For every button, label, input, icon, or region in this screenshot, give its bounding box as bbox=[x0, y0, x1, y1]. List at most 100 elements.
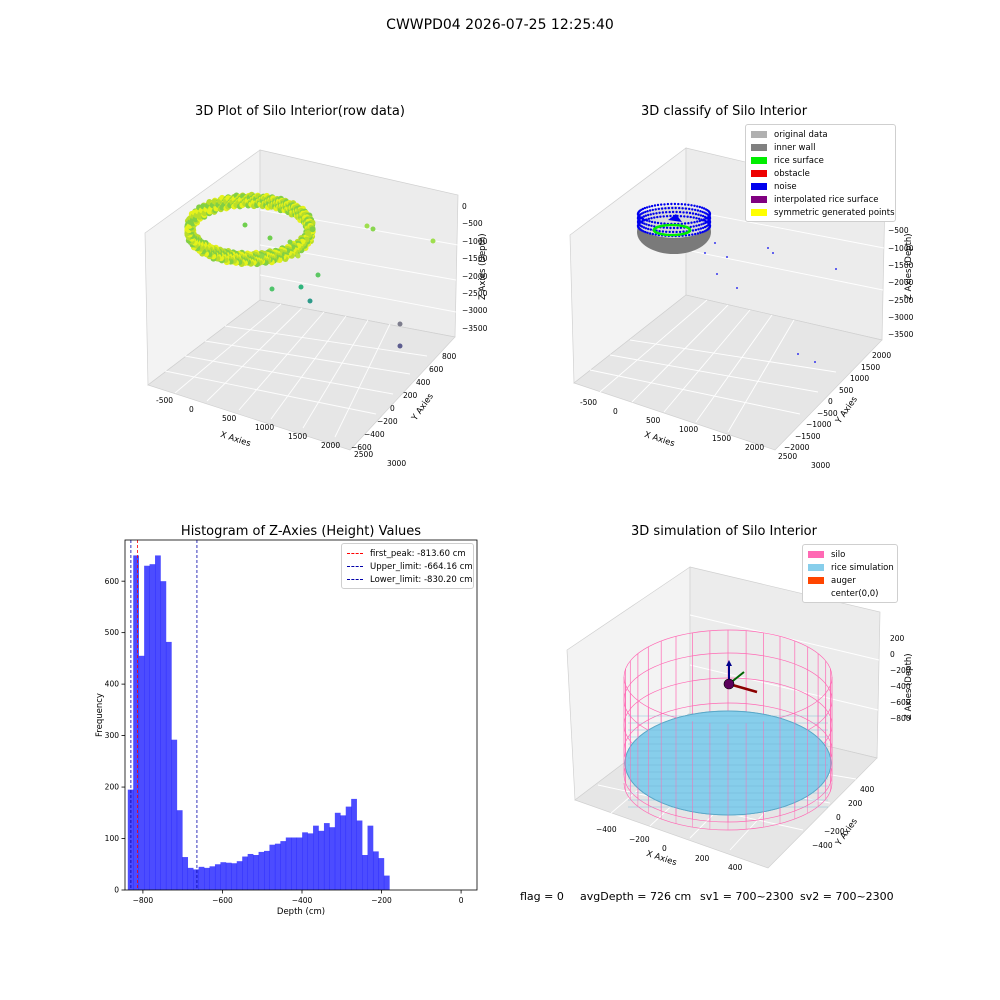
histogram-bar bbox=[280, 841, 287, 890]
noise-point bbox=[687, 222, 690, 225]
raw-point bbox=[257, 201, 264, 208]
legend-line-swatch bbox=[347, 566, 363, 567]
raw-point bbox=[185, 230, 192, 237]
raw-point bbox=[307, 238, 314, 245]
raw-point bbox=[297, 245, 304, 252]
noise-point bbox=[671, 230, 675, 234]
raw-point bbox=[263, 196, 269, 203]
z-axis-label: Z Axies (Depth) bbox=[478, 233, 488, 300]
histogram-bar bbox=[356, 820, 363, 890]
noise-point bbox=[646, 231, 649, 234]
noise-point bbox=[665, 211, 668, 214]
raw-point bbox=[308, 226, 315, 233]
raw-point bbox=[223, 196, 230, 203]
noise-point bbox=[639, 217, 642, 220]
y-axis-label: Frequency bbox=[95, 693, 105, 737]
raw-point bbox=[298, 284, 304, 290]
raw-point bbox=[288, 211, 295, 218]
raw-point bbox=[191, 238, 198, 245]
raw-point bbox=[202, 208, 209, 215]
noise-point bbox=[650, 220, 654, 224]
raw-point bbox=[305, 220, 311, 227]
raw-point bbox=[309, 228, 316, 235]
raw-point bbox=[189, 241, 196, 248]
raw-point bbox=[206, 253, 213, 260]
noise-point bbox=[683, 226, 686, 229]
x-tick-label: 0 bbox=[459, 896, 464, 905]
noise-point bbox=[647, 224, 651, 227]
raw-point bbox=[302, 235, 309, 242]
noise-point bbox=[716, 273, 718, 275]
raw-point bbox=[250, 198, 257, 205]
noise-point bbox=[637, 215, 640, 218]
raw-point bbox=[190, 222, 197, 229]
raw-point bbox=[254, 259, 261, 265]
noise-point bbox=[697, 217, 701, 220]
raw-point bbox=[223, 259, 230, 266]
raw-point bbox=[308, 220, 314, 226]
raw-point bbox=[187, 226, 194, 233]
noise-point bbox=[666, 202, 670, 206]
noise-point bbox=[708, 225, 712, 228]
raw-point bbox=[233, 199, 239, 206]
raw-point bbox=[191, 235, 198, 242]
raw-point bbox=[263, 202, 270, 209]
raw-point bbox=[268, 198, 274, 204]
noise-point bbox=[637, 214, 640, 217]
raw-point bbox=[290, 207, 297, 214]
noise-point bbox=[683, 222, 687, 225]
raw-point bbox=[188, 234, 195, 241]
noise-point bbox=[667, 206, 670, 210]
raw-point bbox=[267, 197, 274, 203]
raw-point bbox=[207, 246, 214, 253]
raw-point bbox=[193, 241, 199, 248]
raw-point bbox=[191, 218, 198, 224]
raw-point bbox=[276, 254, 283, 261]
rice-surface-point bbox=[688, 228, 692, 231]
raw-point bbox=[235, 199, 242, 206]
noise-point bbox=[695, 217, 698, 220]
raw-point bbox=[266, 250, 273, 257]
noise-point bbox=[637, 222, 640, 226]
raw-point bbox=[254, 256, 261, 263]
silo-ring bbox=[623, 629, 833, 725]
raw-point bbox=[303, 236, 310, 243]
raw-point bbox=[223, 251, 230, 258]
noise-point bbox=[640, 216, 644, 219]
raw-point bbox=[305, 232, 312, 239]
noise-point bbox=[705, 220, 709, 224]
raw-point bbox=[187, 221, 194, 228]
raw-point bbox=[249, 195, 255, 202]
rice-surface-point bbox=[676, 223, 679, 227]
raw-point bbox=[302, 245, 309, 251]
center-marker bbox=[723, 678, 735, 690]
noise-point bbox=[636, 216, 640, 219]
raw-point bbox=[276, 250, 282, 257]
noise-point bbox=[714, 242, 716, 244]
raw-point bbox=[245, 192, 252, 199]
noise-point bbox=[702, 207, 706, 210]
noise-point bbox=[678, 210, 682, 214]
y-tick-label: 0 bbox=[114, 886, 119, 895]
histogram-bar bbox=[198, 866, 205, 890]
raw-point bbox=[188, 228, 194, 235]
raw-point bbox=[274, 250, 281, 257]
raw-point bbox=[188, 231, 195, 238]
raw-point bbox=[191, 233, 198, 240]
raw-point bbox=[287, 239, 293, 245]
y-tick-label: −200 bbox=[824, 827, 845, 836]
raw-point bbox=[252, 195, 259, 202]
z-tick-label: −200 bbox=[890, 665, 911, 675]
raw-point bbox=[270, 201, 277, 208]
raw-point bbox=[188, 227, 195, 234]
raw-point bbox=[211, 251, 218, 258]
rice-surface-point bbox=[685, 225, 688, 229]
raw-point bbox=[233, 250, 239, 257]
raw-point bbox=[186, 231, 193, 237]
raw-point bbox=[307, 222, 314, 229]
noise-point bbox=[638, 227, 641, 230]
raw-point bbox=[304, 225, 311, 232]
raw-point bbox=[284, 244, 291, 250]
raw-point bbox=[258, 196, 265, 203]
raw-point bbox=[236, 259, 243, 266]
